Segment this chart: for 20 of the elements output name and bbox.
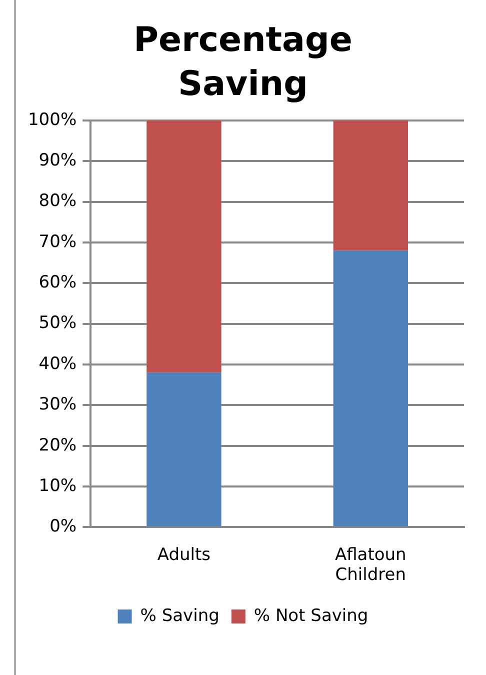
y-tick-label: 30% [38,394,77,415]
y-tick-label: 0% [50,516,77,537]
y-tick-label: 60% [38,272,77,293]
x-tick-label: Adults [157,544,211,565]
bar [333,250,408,526]
y-tick-label: 10% [38,476,77,496]
y-tick-label: 90% [38,150,77,170]
y-tick-label: 40% [38,354,77,374]
y-tick-label: 70% [38,232,77,252]
chart-title: Percentage Saving [134,20,352,104]
x-tick-label: Aflatoun Children [334,544,406,586]
legend-label: % Saving [140,606,220,626]
bar [333,120,408,251]
legend-label: % Not Saving [254,606,368,626]
y-tick-label: 50% [38,313,77,334]
y-tick-label: 20% [38,435,77,456]
y-tick-label: 100% [28,110,77,130]
y-tick-label: 80% [38,191,77,212]
bar [146,372,222,526]
bar [146,120,222,373]
